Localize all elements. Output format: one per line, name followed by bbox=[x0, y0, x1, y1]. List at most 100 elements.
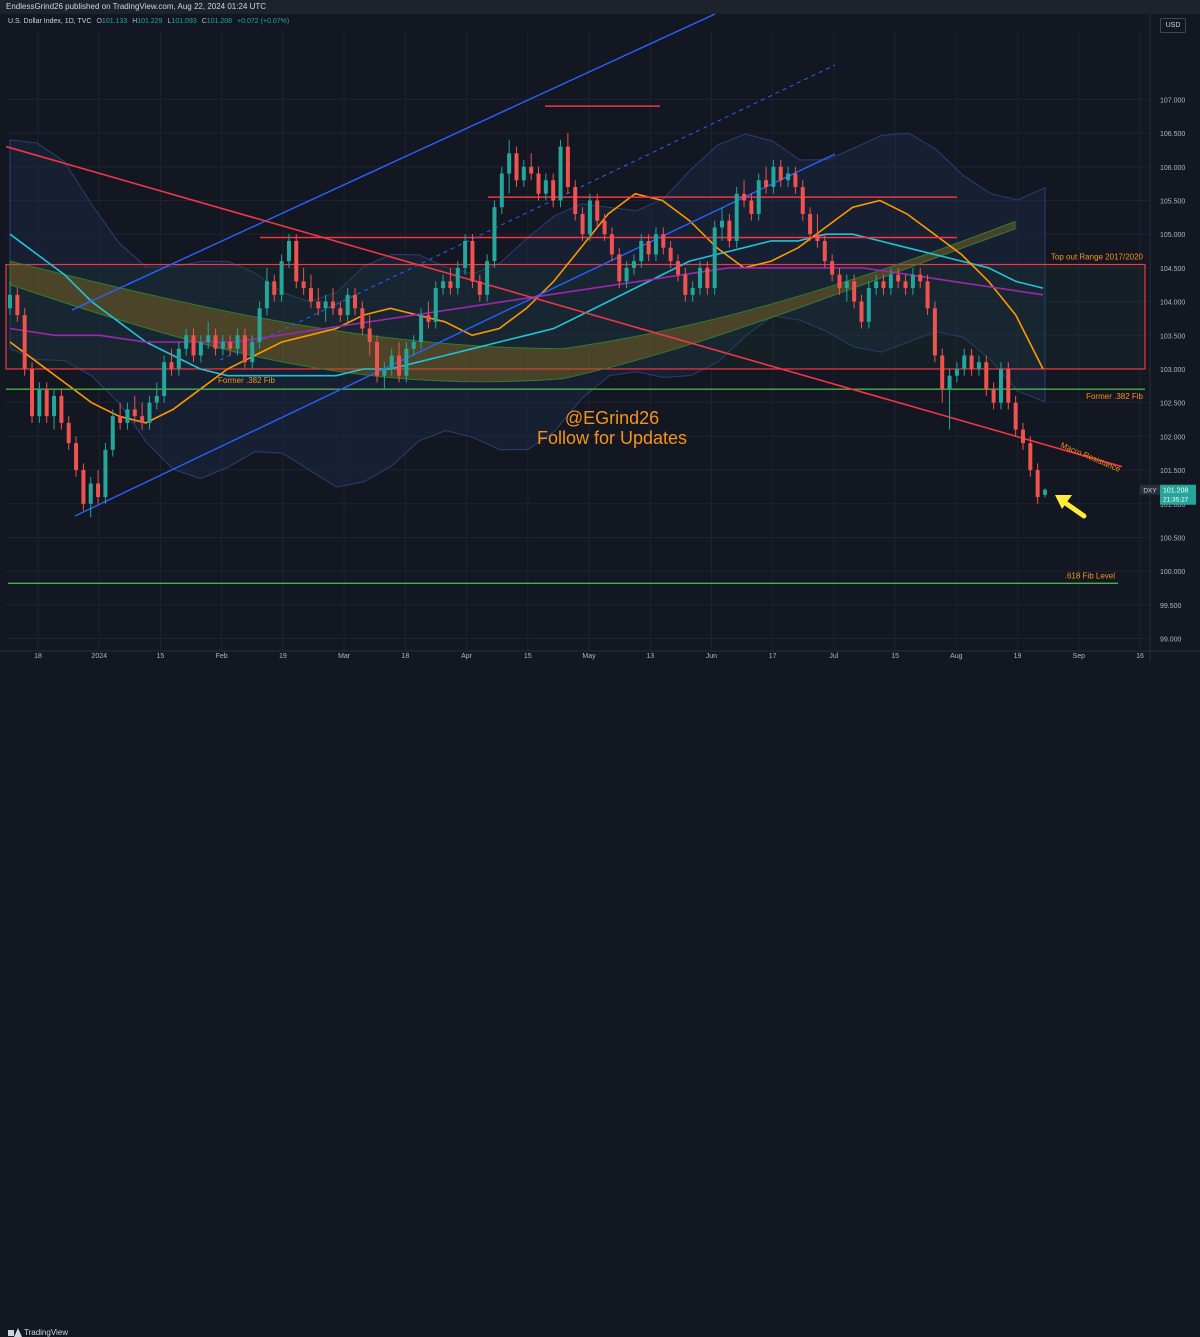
tradingview-logo[interactable]: TradingView bbox=[8, 1328, 68, 1337]
candle-body bbox=[639, 240, 644, 262]
y-tick-label: 102.000 bbox=[1160, 434, 1185, 441]
candle-body bbox=[66, 422, 71, 444]
macro-resistance-label: Macro Resistance bbox=[1059, 441, 1122, 475]
candle-body bbox=[147, 402, 152, 423]
watermark-handle: @EGrind26 bbox=[565, 408, 659, 428]
y-tick-label: 102.500 bbox=[1160, 401, 1185, 408]
currency-button[interactable]: USD bbox=[1160, 18, 1186, 33]
candle-body bbox=[617, 254, 622, 282]
candle-body bbox=[800, 187, 805, 214]
y-tick-label: 107.000 bbox=[1160, 97, 1185, 104]
candle-body bbox=[756, 180, 761, 214]
candle-body bbox=[705, 267, 710, 289]
candle-body bbox=[602, 220, 607, 235]
candle-body bbox=[918, 274, 923, 282]
ohlc-low-label: L bbox=[167, 18, 172, 25]
candle-body bbox=[125, 409, 130, 423]
tradingview-logo-icon bbox=[8, 1328, 22, 1337]
candle-body bbox=[250, 342, 255, 363]
candle-body bbox=[998, 368, 1003, 403]
candle-body bbox=[279, 261, 284, 295]
candle-body bbox=[661, 234, 666, 248]
candle-body bbox=[118, 416, 123, 423]
channel-lower-line bbox=[74, 153, 836, 517]
price-axis bbox=[1150, 14, 1200, 662]
candle-body bbox=[389, 355, 394, 369]
candle-body bbox=[881, 281, 886, 289]
candle-body bbox=[786, 173, 791, 181]
symbol-legend: U.S. Dollar Index, 1D, TVC O101.133 H101… bbox=[8, 18, 289, 25]
candle-body bbox=[477, 281, 482, 295]
candle-body bbox=[587, 200, 592, 235]
candle-body bbox=[455, 267, 460, 289]
candle-body bbox=[675, 261, 680, 275]
candle-body bbox=[433, 288, 438, 322]
candle-body bbox=[690, 288, 695, 295]
y-tick-label: 105.000 bbox=[1160, 232, 1185, 239]
price-tag-countdown: 21:35:27 bbox=[1163, 497, 1189, 504]
moving-average-line bbox=[9, 233, 1044, 377]
candle-body bbox=[551, 180, 556, 201]
candle-body bbox=[815, 234, 820, 241]
candle-body bbox=[411, 342, 416, 349]
candle-body bbox=[734, 193, 739, 241]
price-tag-symbol: DXY bbox=[1143, 488, 1157, 495]
x-tick-label: Jul bbox=[829, 653, 838, 660]
candle-body bbox=[521, 166, 526, 181]
x-tick-label: 15 bbox=[157, 653, 165, 660]
candle-body bbox=[1035, 470, 1040, 498]
candle-body bbox=[888, 274, 893, 289]
candle-body bbox=[830, 261, 835, 275]
candle-body bbox=[235, 335, 240, 349]
candle-body bbox=[44, 389, 49, 417]
candle-body bbox=[375, 342, 380, 376]
candle-body bbox=[742, 193, 747, 201]
candle-body bbox=[220, 342, 225, 349]
x-tick-label: Aug bbox=[950, 653, 963, 660]
candle-body bbox=[1006, 368, 1011, 403]
y-tick-label: 103.000 bbox=[1160, 367, 1185, 374]
candle-body bbox=[59, 395, 64, 423]
candle-body bbox=[382, 368, 387, 376]
candle-body bbox=[859, 301, 864, 322]
candle-body bbox=[470, 240, 475, 282]
x-tick-label: 13 bbox=[646, 653, 654, 660]
x-tick-label: 18 bbox=[34, 653, 42, 660]
candle-body bbox=[330, 301, 335, 309]
candle-body bbox=[206, 335, 211, 343]
footer-bar: TradingView bbox=[0, 662, 1200, 1337]
candle-body bbox=[81, 470, 86, 504]
y-tick-label: 104.000 bbox=[1160, 300, 1185, 307]
candle-body bbox=[441, 281, 446, 289]
y-tick-label: 99.000 bbox=[1160, 637, 1182, 644]
candle-body bbox=[940, 355, 945, 390]
candle-body bbox=[301, 281, 306, 289]
published-by-text: EndlessGrind26 published on TradingView.… bbox=[6, 2, 267, 11]
x-tick-label: 17 bbox=[769, 653, 777, 660]
candle-body bbox=[316, 301, 321, 309]
candle-body bbox=[308, 288, 313, 302]
candle-body bbox=[631, 261, 636, 268]
candle-body bbox=[485, 261, 490, 295]
candle-body bbox=[837, 274, 842, 289]
candle-body bbox=[228, 342, 233, 349]
candle-body bbox=[749, 200, 754, 214]
price-tag-value: 101.208 bbox=[1163, 488, 1188, 495]
candle-body bbox=[1013, 402, 1018, 430]
candle-body bbox=[404, 348, 409, 376]
candle-body bbox=[507, 153, 512, 174]
pointer-arrow-head-icon bbox=[1055, 495, 1072, 509]
candle-body bbox=[198, 342, 203, 356]
price-chart[interactable]: Top out Range 2017/2020 Former .382 Fib Fo… bbox=[0, 0, 1200, 680]
y-tick-label: 104.500 bbox=[1160, 266, 1185, 273]
candle-body bbox=[808, 213, 813, 235]
ohlc-low-value: 101.093 bbox=[171, 18, 197, 25]
x-tick-label: Jun bbox=[706, 653, 717, 660]
candle-body bbox=[154, 395, 159, 403]
candle-body bbox=[866, 288, 871, 322]
ohlc-open-label: O bbox=[96, 18, 102, 25]
x-tick-label: May bbox=[582, 653, 596, 660]
candle-body bbox=[727, 220, 732, 241]
candle-body bbox=[720, 220, 725, 228]
candle-body bbox=[954, 368, 959, 376]
